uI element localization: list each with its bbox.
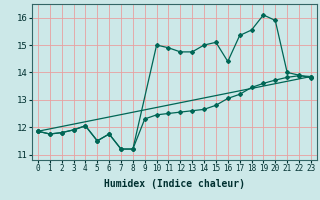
X-axis label: Humidex (Indice chaleur): Humidex (Indice chaleur) <box>104 179 245 189</box>
